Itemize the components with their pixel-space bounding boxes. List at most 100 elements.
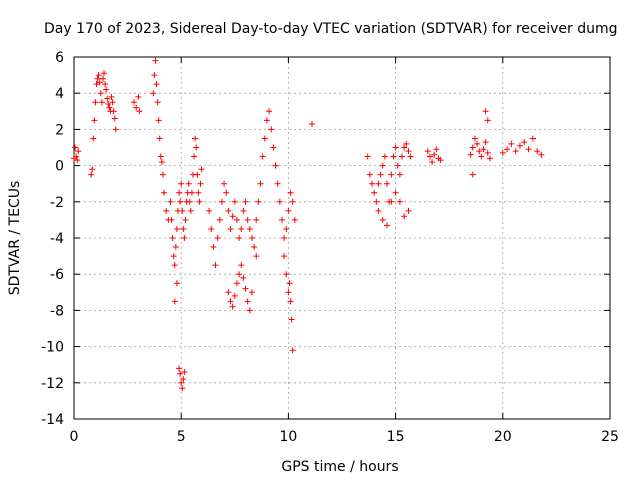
y-axis: -14 -12 -10 -8 -6 -4 -2 0 2 4 6 (41, 50, 610, 428)
data-point (390, 153, 397, 160)
data-point (185, 180, 192, 187)
data-point (240, 274, 247, 281)
y-tick-label: -14 (41, 412, 64, 428)
data-point (484, 117, 491, 124)
data-point (381, 153, 388, 160)
data-point (244, 298, 251, 305)
data-point (72, 144, 79, 151)
data-point (246, 307, 253, 314)
data-point (182, 216, 189, 223)
data-point (257, 180, 264, 187)
data-point (401, 144, 408, 151)
data-point (403, 140, 410, 147)
data-point (238, 262, 245, 269)
x-axis: 0 5 10 15 20 25 (70, 57, 619, 445)
data-point (371, 189, 378, 196)
data-point (429, 158, 436, 165)
data-point (281, 235, 288, 241)
data-point (538, 151, 545, 158)
data-point (236, 271, 243, 278)
data-point (225, 207, 232, 214)
data-point (103, 86, 110, 93)
data-point (173, 280, 180, 287)
data-point (112, 126, 119, 133)
chart-title: Day 170 of 2023, Sidereal Day-to-day VTE… (44, 21, 618, 37)
y-tick-label: -2 (50, 195, 64, 211)
data-point (388, 171, 395, 178)
data-point (289, 347, 296, 354)
data-point (471, 135, 478, 142)
data-point (405, 148, 412, 155)
data-point (229, 213, 236, 220)
data-point (216, 216, 223, 223)
data-point (99, 75, 106, 82)
data-point (467, 151, 474, 158)
data-point (212, 262, 219, 269)
data-point (233, 280, 240, 287)
data-point (433, 146, 440, 153)
y-tick-label: -4 (50, 231, 64, 247)
data-point (255, 198, 262, 205)
data-point (208, 225, 215, 232)
data-point (89, 166, 96, 173)
y-tick-label: 2 (55, 122, 64, 138)
data-point (285, 207, 292, 214)
data-point (437, 157, 444, 164)
data-point (286, 280, 293, 287)
data-point (218, 198, 225, 205)
data-point (291, 216, 298, 223)
data-point (196, 198, 203, 205)
data-point (379, 216, 386, 223)
data-point (377, 171, 384, 178)
data-point (135, 93, 142, 100)
data-point (150, 90, 157, 97)
data-point (259, 153, 266, 160)
data-point (111, 115, 118, 122)
data-point (210, 244, 217, 251)
data-point (90, 135, 97, 142)
data-point (163, 207, 170, 214)
data-point (227, 298, 234, 305)
data-point (197, 180, 204, 187)
data-point (177, 370, 184, 377)
data-point (156, 135, 163, 142)
data-point (214, 235, 221, 241)
data-point (287, 189, 294, 196)
x-tick-label: 25 (601, 429, 619, 445)
y-tick-label: 4 (55, 86, 64, 102)
data-point (176, 189, 183, 196)
data-point (401, 213, 408, 220)
data-point (261, 135, 268, 142)
data-point (287, 298, 294, 305)
data-point (248, 289, 255, 296)
data-point (276, 198, 283, 205)
data-point (534, 148, 541, 155)
data-point (242, 285, 249, 292)
data-point (248, 235, 255, 241)
data-point (95, 72, 102, 79)
data-point (168, 216, 175, 223)
data-point (188, 189, 195, 196)
y-tick-label: 6 (55, 50, 64, 66)
x-axis-label: GPS time / hours (281, 459, 398, 475)
data-point (151, 72, 158, 79)
data-point (474, 140, 481, 147)
data-point (469, 171, 476, 178)
data-point (170, 253, 177, 260)
data-point (480, 146, 487, 153)
data-point (96, 79, 103, 86)
data-point (407, 153, 414, 160)
data-point (283, 271, 290, 278)
data-point (191, 153, 198, 160)
data-point (161, 189, 168, 196)
data-point (153, 81, 160, 88)
x-tick-label: 10 (279, 429, 297, 445)
data-point (172, 244, 179, 251)
data-point (268, 126, 275, 133)
data-point (270, 144, 277, 151)
x-tick-label: 15 (387, 429, 405, 445)
data-point (375, 207, 382, 214)
data-point (288, 316, 295, 323)
x-tick-label: 0 (70, 429, 79, 445)
